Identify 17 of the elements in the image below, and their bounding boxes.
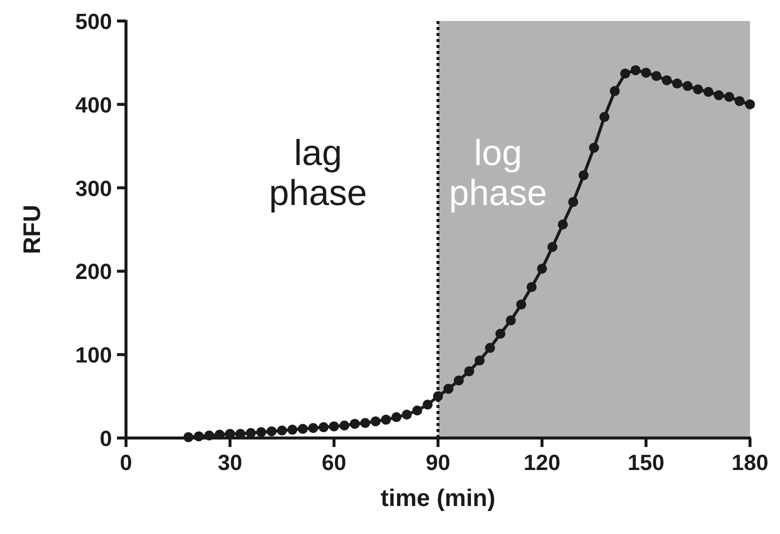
y-tick-label: 400 — [75, 92, 112, 118]
x-tick-label: 90 — [426, 450, 450, 475]
y-tick-label: 500 — [75, 9, 112, 34]
y-axis-title: RFU — [19, 204, 46, 254]
x-tick-label: 150 — [628, 450, 664, 475]
band-label: log phase — [448, 132, 548, 213]
y-tick-label: 200 — [75, 259, 112, 284]
x-tick-label: 120 — [524, 450, 560, 475]
y-tick-label: 300 — [75, 176, 112, 201]
y-tick-label: 100 — [75, 342, 112, 368]
x-tick-label: 30 — [218, 450, 242, 475]
x-tick-label: 60 — [322, 450, 346, 475]
x-tick-label: 180 — [732, 450, 768, 475]
x-tick-label: 0 — [120, 450, 132, 475]
annotation: lag phase — [268, 132, 368, 213]
x-axis-title: time (min) — [380, 485, 496, 512]
y-tick-label: 0 — [100, 426, 112, 451]
